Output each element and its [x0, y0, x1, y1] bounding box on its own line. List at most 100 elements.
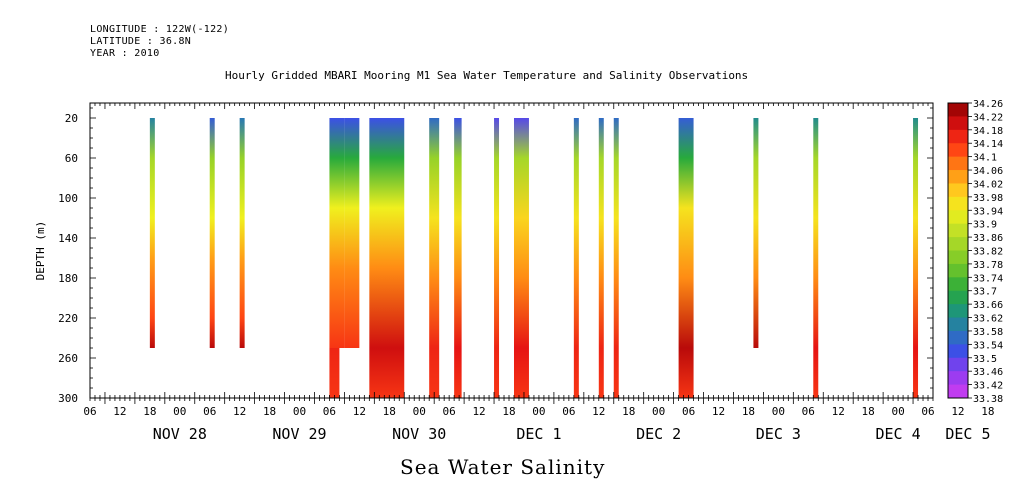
profile-bar	[913, 118, 919, 398]
colorbar-label: 33.54	[973, 340, 1003, 351]
x-tick-label: 00	[772, 405, 785, 418]
x-tick-label: 12	[712, 405, 725, 418]
chart-title: Hourly Gridded MBARI Mooring M1 Sea Wate…	[225, 69, 749, 82]
x-tick-label: 18	[263, 405, 276, 418]
x-tick-label: 00	[891, 405, 904, 418]
date-label: DEC 3	[756, 425, 801, 443]
colorbar-label: 33.98	[973, 193, 1003, 204]
colorbar-label: 34.22	[973, 112, 1003, 123]
colorbar-label: 33.9	[973, 220, 997, 231]
x-tick-label: 06	[682, 405, 695, 418]
x-tick-label: 18	[981, 405, 994, 418]
profile-bar	[613, 118, 619, 398]
colorbar-segment	[948, 156, 968, 171]
colorbar-label: 34.02	[973, 179, 1003, 190]
colorbar-label: 33.58	[973, 327, 1003, 338]
colorbar-label: 33.5	[973, 354, 997, 365]
profile-bar	[573, 118, 579, 398]
x-tick-label: 00	[652, 405, 665, 418]
profile-bar	[678, 118, 694, 398]
y-tick-label: 20	[65, 112, 78, 125]
colorbar-segment	[948, 317, 968, 332]
colorbar-segment	[948, 357, 968, 372]
profile-bar	[344, 118, 360, 348]
x-tick-label: 00	[532, 405, 545, 418]
y-tick-label: 60	[65, 152, 78, 165]
x-tick-label: 18	[383, 405, 396, 418]
colorbar-label: 33.66	[973, 300, 1003, 311]
date-label: DEC 1	[516, 425, 561, 443]
y-tick-label: 300	[58, 392, 78, 405]
colorbar-label: 33.46	[973, 367, 1003, 378]
colorbar-segment	[948, 290, 968, 305]
longitude-label: LONGITUDE : 122W(-122)	[90, 24, 230, 35]
date-label: NOV 29	[272, 425, 326, 443]
profile-bar	[429, 118, 440, 398]
colorbar-segment	[948, 196, 968, 211]
colorbar-label: 34.14	[973, 139, 1003, 150]
colorbar-segment	[948, 371, 968, 386]
x-tick-label: 18	[143, 405, 156, 418]
x-tick-label: 12	[472, 405, 485, 418]
x-tick-label: 06	[443, 405, 456, 418]
colorbar-label: 33.74	[973, 273, 1003, 284]
profile-bar	[209, 118, 215, 348]
colorbar-segment	[948, 116, 968, 131]
colorbar-label: 34.26	[973, 99, 1003, 110]
colorbar-label: 33.94	[973, 206, 1003, 217]
variable-label: Sea Water Salinity	[400, 455, 606, 479]
colorbar-label: 34.18	[973, 126, 1003, 137]
x-tick-label: 06	[802, 405, 815, 418]
colorbar-segment	[948, 263, 968, 278]
x-tick-label: 12	[592, 405, 605, 418]
date-label: NOV 30	[392, 425, 446, 443]
y-tick-label: 180	[58, 272, 78, 285]
colorbar-segment	[948, 277, 968, 292]
profile-bar	[329, 118, 345, 348]
colorbar-segment	[948, 143, 968, 158]
x-tick-label: 12	[113, 405, 126, 418]
date-label: NOV 28	[153, 425, 207, 443]
profile-bar	[369, 118, 405, 398]
year-label: YEAR : 2010	[90, 48, 160, 59]
x-tick-label: 06	[562, 405, 575, 418]
profile-bar	[454, 118, 462, 398]
y-tick-label: 100	[58, 192, 78, 205]
x-tick-label: 18	[862, 405, 875, 418]
x-tick-label: 06	[323, 405, 336, 418]
profile-bar	[239, 118, 245, 348]
profile-bar	[494, 118, 500, 398]
colorbar-segment	[948, 330, 968, 345]
colorbar-label: 34.1	[973, 153, 997, 164]
colorbar-label: 33.42	[973, 381, 1003, 392]
x-tick-label: 12	[233, 405, 246, 418]
profile-bar	[598, 118, 604, 398]
colorbar-label: 33.7	[973, 287, 997, 298]
colorbar-label: 33.78	[973, 260, 1003, 271]
profile-bar	[513, 118, 529, 398]
y-tick-label: 260	[58, 352, 78, 365]
colorbar-segment	[948, 170, 968, 184]
x-tick-label: 18	[742, 405, 755, 418]
colorbar-segment	[948, 183, 968, 198]
colorbar-segment	[948, 344, 968, 359]
colorbar-segment	[948, 129, 968, 144]
profile-bar	[813, 118, 819, 398]
colorbar-segment	[948, 384, 968, 399]
colorbar-label: 34.06	[973, 166, 1003, 177]
x-tick-label: 06	[921, 405, 934, 418]
colorbar-segment	[948, 304, 968, 319]
x-tick-label: 12	[353, 405, 366, 418]
latitude-label: LATITUDE : 36.8N	[90, 36, 192, 47]
x-tick-label: 18	[502, 405, 515, 418]
colorbar-label: 33.86	[973, 233, 1003, 244]
profile-bar	[149, 118, 155, 348]
colorbar-label: 33.62	[973, 314, 1003, 325]
x-tick-label: 18	[622, 405, 635, 418]
y-tick-label: 140	[58, 232, 78, 245]
colorbar-label: 33.38	[973, 394, 1003, 405]
x-tick-label: 00	[413, 405, 426, 418]
x-tick-label: 06	[203, 405, 216, 418]
plot-frame	[89, 102, 934, 399]
